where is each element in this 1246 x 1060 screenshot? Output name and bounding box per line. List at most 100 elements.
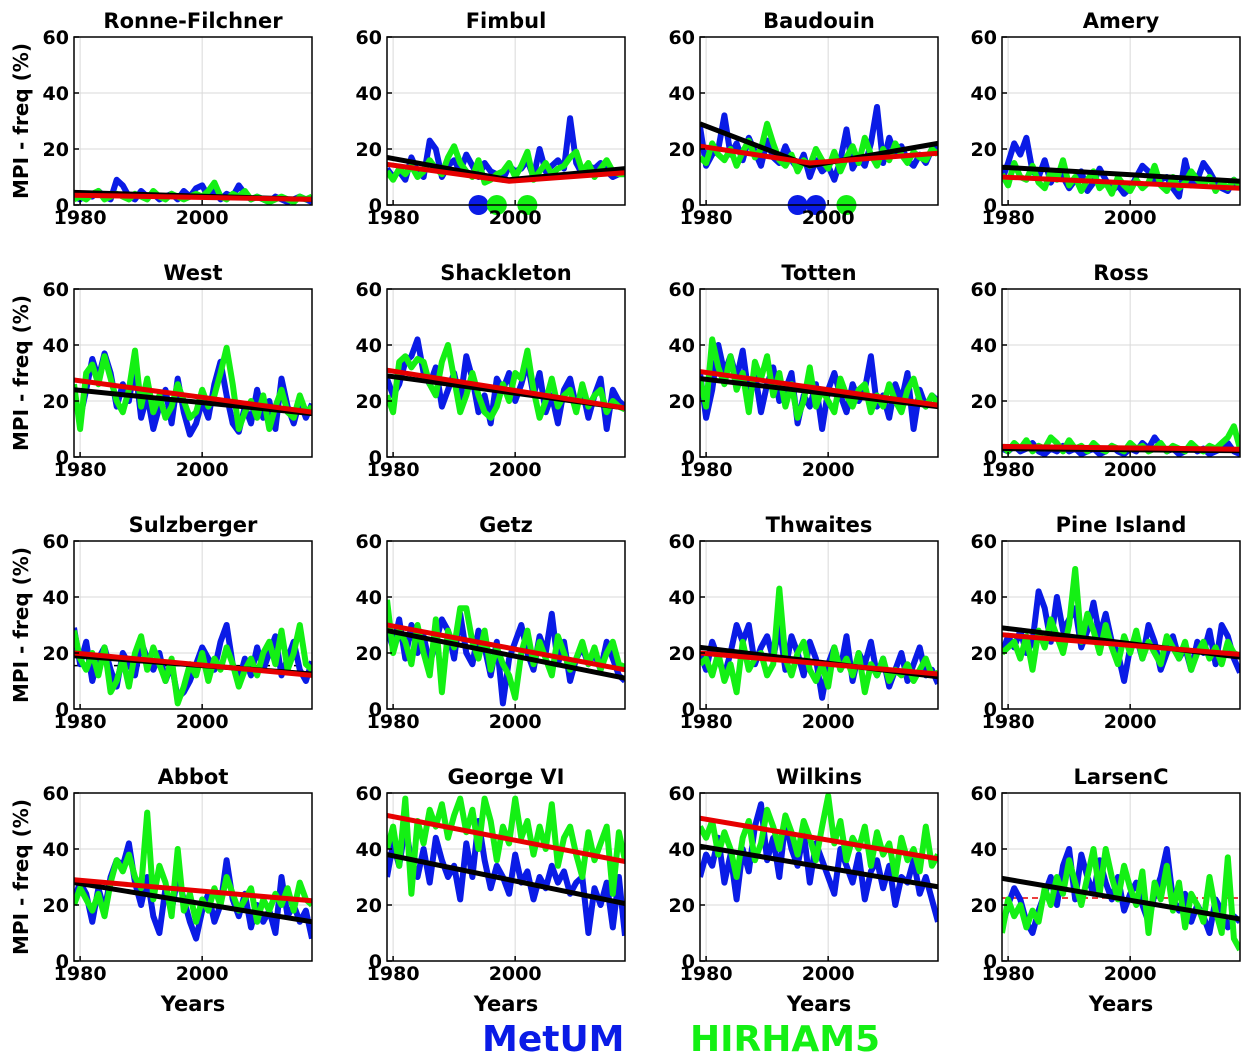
trend-line-black [700, 843, 938, 890]
axes-box [73, 288, 313, 458]
trend-line-red [74, 377, 312, 415]
axes-box [699, 540, 939, 710]
y-tick-label: 0 [56, 699, 69, 721]
axes-box [386, 540, 626, 710]
y-axis-label: MPI - freq (%) [9, 547, 33, 703]
x-tick-label: 2000 [489, 207, 542, 229]
legend-metum: MetUM [482, 1019, 625, 1060]
axes-box [73, 540, 313, 710]
x-tick-label: 1980 [982, 963, 1035, 985]
y-tick-label: 20 [669, 139, 695, 161]
x-axis-label: Years [473, 992, 539, 1016]
y-tick-label: 60 [43, 531, 69, 553]
legend-hirham5: HIRHAM5 [690, 1019, 881, 1060]
x-tick-label: 1980 [367, 963, 420, 985]
chart-abbot: 1980 2000 0 20 40 60 Abbot MPI - freq (%) Years [9, 765, 313, 1016]
y-tick-label: 60 [669, 279, 695, 301]
chart-getz: 1980 2000 0 20 40 60 Getz [356, 513, 626, 733]
x-axis-label: Years [1088, 992, 1154, 1016]
y-tick-label: 60 [971, 531, 997, 553]
trend-line-red [387, 367, 625, 411]
y-tick-label: 60 [971, 783, 997, 805]
x-tick-label: 2000 [176, 711, 229, 733]
x-tick-label: 2000 [1104, 459, 1157, 481]
trend-line-black [1002, 875, 1240, 922]
y-tick-label: 0 [369, 951, 382, 973]
trend-line-red [74, 650, 312, 678]
y-tick-label: 0 [984, 951, 997, 973]
y-tick-label: 60 [356, 27, 382, 49]
x-tick-label: 2000 [176, 963, 229, 985]
trend-line-red [700, 143, 938, 166]
y-tick-label: 40 [669, 839, 695, 861]
axes-box [699, 288, 939, 458]
y-tick-label: 20 [971, 139, 997, 161]
y-axis-label: MPI - freq (%) [9, 43, 33, 199]
y-tick-label: 0 [984, 195, 997, 217]
chart-sulzberger: 1980 2000 0 20 40 60 Sulzberger MPI - freq (%) [9, 513, 313, 733]
y-tick-label: 20 [43, 643, 69, 665]
y-tick-label: 0 [682, 447, 695, 469]
series-hirham5 [74, 809, 312, 925]
chart-ross: 1980 2000 0 20 40 60 Ross [971, 261, 1241, 481]
x-tick-label: 2000 [802, 963, 855, 985]
series-hirham5 [387, 599, 625, 701]
plot-area [700, 37, 938, 205]
x-tick-label: 1980 [680, 963, 733, 985]
y-tick-label: 0 [682, 195, 695, 217]
y-tick-label: 60 [43, 279, 69, 301]
axes-box [1001, 540, 1241, 710]
trend-line-red [74, 192, 312, 202]
x-tick-label: 2000 [489, 711, 542, 733]
trend-line-red [387, 812, 625, 865]
y-tick-label: 0 [984, 699, 997, 721]
y-tick-label: 60 [356, 279, 382, 301]
trend-line-red [1002, 174, 1240, 191]
x-tick-label: 1980 [54, 459, 107, 481]
y-tick-label: 0 [369, 447, 382, 469]
y-tick-label: 0 [56, 195, 69, 217]
x-tick-label: 2000 [1104, 711, 1157, 733]
axes-box [73, 36, 313, 206]
trend-line-black [74, 880, 312, 925]
chart-title: Wilkins [776, 765, 862, 789]
plot-area [74, 37, 312, 205]
chart-totten: 1980 2000 0 20 40 60 Totten [669, 261, 939, 481]
axes-box [386, 36, 626, 206]
chart-baudouin: 1980 2000 0 20 40 60 Baudouin [669, 9, 939, 229]
x-tick-label: 2000 [802, 207, 855, 229]
axes-box [699, 792, 939, 962]
chart-title: Thwaites [766, 513, 873, 537]
trend-line-red [1002, 632, 1240, 657]
y-tick-label: 60 [669, 531, 695, 553]
x-tick-label: 1980 [367, 459, 420, 481]
trend-line-red [700, 815, 938, 862]
chart-amery: 1980 2000 0 20 40 60 Amery [971, 9, 1241, 229]
chart-pine-island: 1980 2000 0 20 40 60 Pine Island [971, 513, 1241, 733]
chart-title: Getz [479, 513, 533, 537]
chart-title: Fimbul [466, 9, 547, 33]
chart-west: 1980 2000 0 20 40 60 West MPI - freq (%) [9, 261, 313, 481]
y-tick-label: 40 [356, 83, 382, 105]
y-tick-label: 0 [56, 447, 69, 469]
x-tick-label: 2000 [802, 711, 855, 733]
chart-title: Ronne-Filchner [103, 9, 283, 33]
chart-title: Ross [1093, 261, 1149, 285]
axes-box [1001, 288, 1241, 458]
y-tick-label: 0 [369, 195, 382, 217]
y-tick-label: 0 [682, 951, 695, 973]
y-tick-label: 20 [971, 895, 997, 917]
axes-box [1001, 792, 1241, 962]
x-tick-label: 1980 [54, 207, 107, 229]
y-tick-label: 60 [356, 783, 382, 805]
axes-box [386, 288, 626, 458]
y-tick-label: 40 [43, 335, 69, 357]
trend-line-red [387, 622, 625, 673]
axes-box [1001, 36, 1241, 206]
chart-title: Abbot [158, 765, 229, 789]
x-tick-label: 1980 [680, 711, 733, 733]
x-tick-label: 1980 [680, 207, 733, 229]
chart-ronne-filchner: 1980 2000 0 20 40 60 Ronne-Filchner MPI - freq … [9, 9, 313, 229]
chart-title: Shackleton [440, 261, 572, 285]
y-tick-label: 20 [43, 895, 69, 917]
